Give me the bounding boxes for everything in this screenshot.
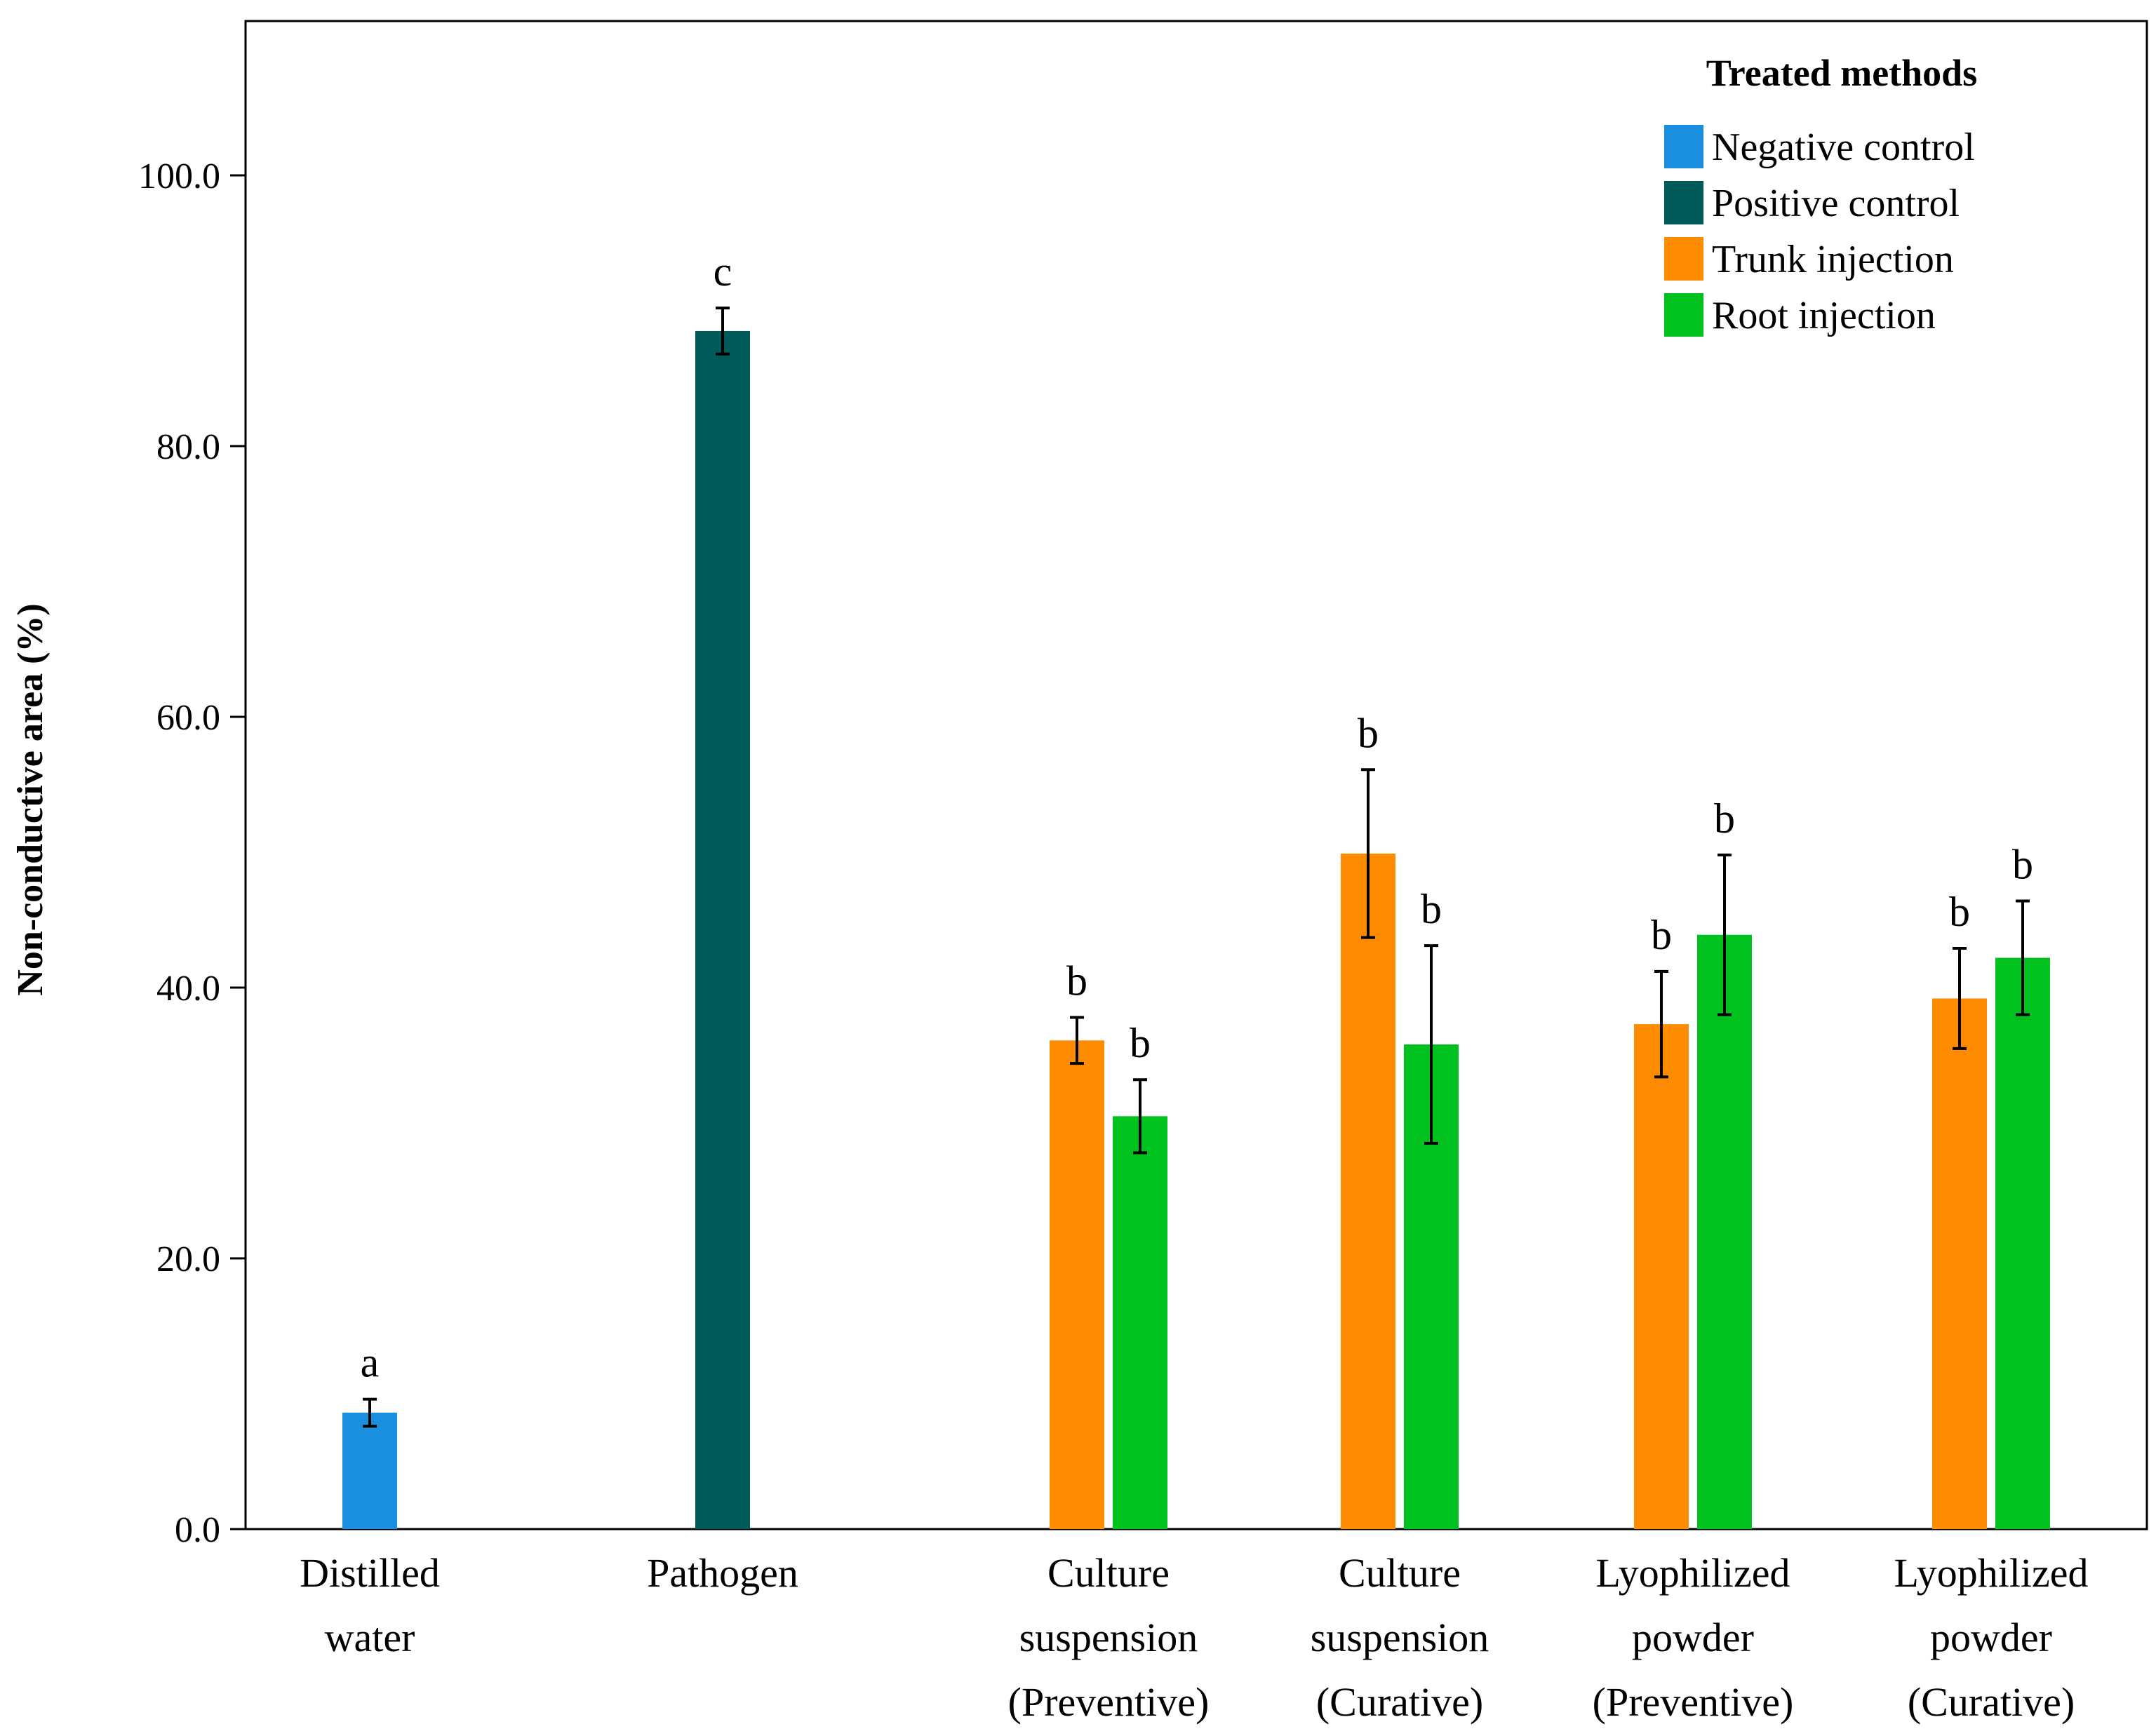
significance-letter: b [1949,889,1970,935]
legend-swatch-negative [1664,125,1703,168]
x-tick-label: Lyophilized powder (Preventive) [1593,1550,1794,1725]
significance-letter: a [361,1340,380,1386]
legend-swatch-root [1664,293,1703,337]
bar-positive [695,330,750,1530]
x-tick-label: Distilled water [300,1550,440,1660]
bar-trunk [1050,1040,1104,1529]
bar-negative [342,1413,397,1529]
y-axis-label: Non-conductive area (%) [11,603,51,995]
y-tick-label: 100.0 [138,156,220,196]
significance-letter: b [1651,912,1672,958]
bar-trunk [1634,1024,1689,1529]
significance-letter: b [1421,886,1442,932]
x-tick-label: Culture suspension (Curative) [1311,1550,1489,1725]
legend-title: Treated methods [1706,52,1977,94]
y-tick-label: 0.0 [175,1510,220,1550]
legend-label-positive: Positive control [1712,182,1960,225]
bar-trunk [1341,853,1395,1529]
x-tick-label: Culture suspension (Preventive) [1008,1550,1210,1725]
y-tick-label: 60.0 [156,698,220,738]
significance-letter: c [714,248,732,295]
y-tick-label: 20.0 [156,1239,220,1279]
significance-letter: b [1714,795,1735,842]
y-tick-label: 80.0 [156,427,220,467]
significance-letter: b [1066,957,1087,1004]
legend-swatch-positive [1664,181,1703,224]
legend-entries: Negative control Positive control Trunk in… [1664,125,1975,337]
bar-root [1697,934,1752,1529]
y-tick-label: 40.0 [156,969,220,1009]
legend-swatch-trunk [1664,237,1703,281]
bar-root [1113,1116,1167,1529]
legend: Treated methods Negative control Positive… [1664,52,1977,337]
bar-trunk [1932,998,1987,1529]
significance-letter: b [1130,1020,1151,1066]
x-tick-label: Pathogen [647,1550,798,1596]
bar-root [1995,957,2050,1529]
legend-label-trunk: Trunk injection [1712,238,1954,281]
significance-letter: b [1358,710,1379,756]
significance-letter: b [2012,841,2033,887]
plot-frame [244,20,2148,1530]
legend-label-root: Root injection [1712,294,1936,337]
x-axis-labels: Distilled water Pathogen Culture suspension(… [300,1550,2088,1725]
x-tick-label: Lyophilized powder (Curative) [1894,1550,2088,1725]
y-axis: 0.0 20.0 40.0 60.0 80.0 100.0 [138,156,246,1550]
legend-label-negative: Negative control [1712,126,1975,169]
